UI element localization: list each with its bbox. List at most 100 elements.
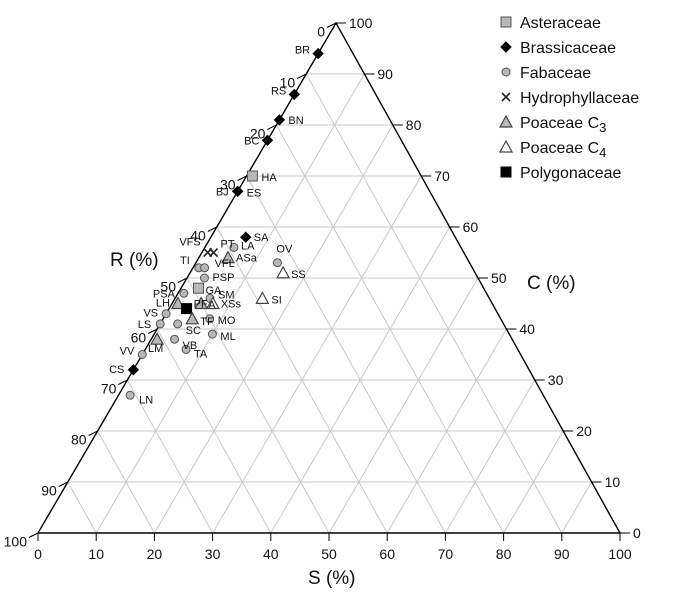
tick-label-r: 100 xyxy=(4,534,28,550)
tick-label-s: 0 xyxy=(34,546,42,562)
marker-shape xyxy=(501,67,511,77)
marker-shape xyxy=(208,247,219,258)
tick-label-r: 10 xyxy=(280,75,296,91)
tick-label-c: 10 xyxy=(605,474,621,490)
marker-shape xyxy=(288,88,300,101)
legend: Asteraceae Brassicaceae Fabaceae Hydrophyll… xyxy=(498,15,639,182)
marker-shape xyxy=(240,231,252,243)
tick-label-s: 60 xyxy=(379,546,395,562)
tick-label-r: 90 xyxy=(41,483,57,499)
marker-shape xyxy=(150,331,165,345)
marker-shape xyxy=(170,296,185,310)
legend-label: Brassicaceae xyxy=(520,40,616,57)
tick-label-r: 80 xyxy=(71,432,87,448)
point-label: XSs xyxy=(221,299,242,311)
point-label: PT xyxy=(221,239,235,251)
marker-shape xyxy=(229,242,239,252)
point-label: BC xyxy=(244,135,259,147)
grid-line-s xyxy=(95,73,365,534)
tick-label-c: 30 xyxy=(548,372,564,388)
point-label: GA xyxy=(206,285,223,297)
legend-marker xyxy=(501,92,511,102)
tick-label-r: 20 xyxy=(250,126,266,142)
point-label: MO xyxy=(218,315,236,327)
point-label: A xyxy=(208,300,216,312)
tick-label-c: 80 xyxy=(406,117,422,133)
legend-label: Polygonaceae xyxy=(520,165,622,182)
point-label: PSP xyxy=(212,272,234,284)
legend-marker xyxy=(500,16,512,28)
point-label: RS xyxy=(271,85,286,97)
marker-shape xyxy=(500,166,512,178)
point-label: PF xyxy=(194,299,208,311)
marker-shape xyxy=(199,273,209,283)
point-label: VS xyxy=(143,308,158,320)
tick-label-s: 80 xyxy=(496,546,512,562)
data-point-vs xyxy=(161,309,171,319)
data-point-ov xyxy=(272,258,282,268)
marker-shape xyxy=(194,296,209,310)
data-point-ss xyxy=(276,265,291,279)
tick-r xyxy=(58,481,69,487)
axis-ticks xyxy=(28,22,630,541)
point-label: SA xyxy=(254,232,269,244)
point-label: VFS xyxy=(179,237,200,249)
grid-line-r xyxy=(305,73,563,534)
marker-shape xyxy=(498,114,514,128)
legend-marker xyxy=(500,41,512,53)
data-point-ml xyxy=(207,329,217,339)
grid-line-r xyxy=(156,328,272,534)
data-point-es xyxy=(231,185,244,198)
point-label: BJ xyxy=(216,186,229,198)
data-point-asa xyxy=(221,250,236,264)
axis-label-c: C (%) xyxy=(527,273,576,294)
legend-item: Poaceae C4 xyxy=(498,139,606,160)
data-point-pt xyxy=(208,247,219,258)
legend-item: Polygonaceae xyxy=(500,165,622,182)
marker-shape xyxy=(272,258,282,268)
point-label: ML xyxy=(220,331,235,343)
marker-shape xyxy=(173,319,183,329)
point-label: SS xyxy=(291,269,306,281)
data-point-a xyxy=(194,296,209,310)
marker-shape xyxy=(185,311,200,325)
tick-r xyxy=(237,175,247,181)
legend-label: Fabaceae xyxy=(520,65,591,82)
data-point-sc xyxy=(173,319,183,329)
data-point-mo xyxy=(205,314,215,324)
legend-label: Hydrophyllaceae xyxy=(520,90,639,107)
marker-shape xyxy=(125,390,135,400)
data-point-vv xyxy=(137,350,147,359)
tick-label-s: 50 xyxy=(321,546,337,562)
marker-shape xyxy=(500,16,512,28)
grid-line-s xyxy=(328,277,479,534)
grid-line-r xyxy=(67,481,97,534)
legend-label: Asteraceae xyxy=(520,15,601,32)
marker-shape xyxy=(231,185,244,198)
tick-label-c: 40 xyxy=(519,321,535,337)
tick-label-s: 90 xyxy=(554,546,570,562)
marker-shape xyxy=(155,319,165,329)
data-point-lm xyxy=(150,331,165,345)
marker-shape xyxy=(207,329,217,339)
point-label: TA xyxy=(194,348,208,360)
data-point-lh xyxy=(170,296,185,310)
tick-label-r: 50 xyxy=(160,279,176,295)
marker-shape xyxy=(137,350,147,359)
grid-lines xyxy=(67,73,593,534)
tick-label-s: 30 xyxy=(205,546,221,562)
data-point-ga xyxy=(193,282,204,294)
tick-r xyxy=(28,532,39,538)
legend-item: Brassicaceae xyxy=(500,40,616,57)
marker-shape xyxy=(273,114,286,126)
legend-item: Hydrophyllaceae xyxy=(501,90,639,107)
legend-item: Asteraceae xyxy=(500,15,601,32)
point-label: CS xyxy=(109,364,124,376)
marker-shape xyxy=(161,309,171,319)
tick-label-s: 70 xyxy=(438,546,454,562)
data-point-ln xyxy=(125,390,135,400)
grid-line-s xyxy=(444,379,536,534)
point-label: OV xyxy=(276,244,293,256)
grid-line-r xyxy=(246,175,446,534)
marker-shape xyxy=(498,139,514,153)
